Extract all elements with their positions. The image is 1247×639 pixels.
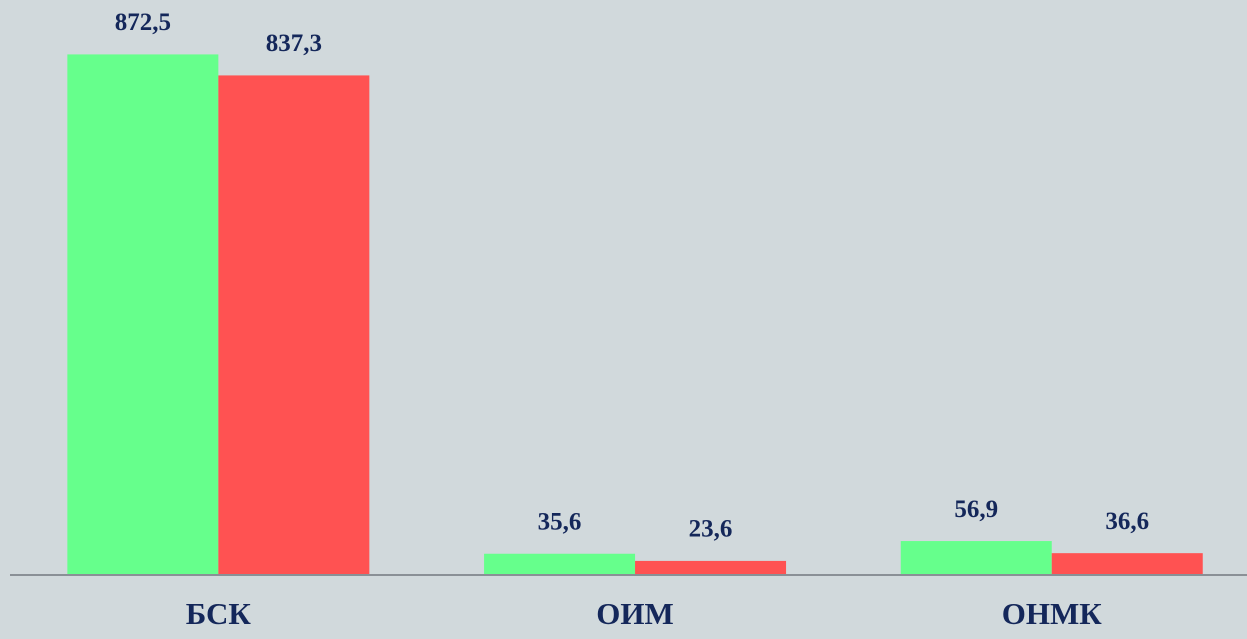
bar (484, 553, 636, 575)
value-label: 23,6 (689, 516, 733, 543)
x-tick-label: ОИМ (596, 596, 674, 631)
value-label: 36,6 (1105, 508, 1149, 535)
bar (218, 75, 370, 575)
x-tick-label: ОНМК (1002, 596, 1102, 631)
bar (1051, 553, 1203, 575)
value-label: 872,5 (115, 9, 171, 36)
value-label: 837,3 (266, 30, 322, 57)
value-label: 35,6 (538, 508, 582, 535)
bar (900, 541, 1052, 575)
bar (635, 560, 787, 575)
x-tick-label: БСК (186, 596, 252, 631)
bar (67, 54, 219, 576)
value-label: 56,9 (954, 496, 998, 523)
plot: БСК 872,5 837,3 ОИМ 35,6 23,6 ОНМК 56,9 36,6 (67, 9, 1203, 631)
